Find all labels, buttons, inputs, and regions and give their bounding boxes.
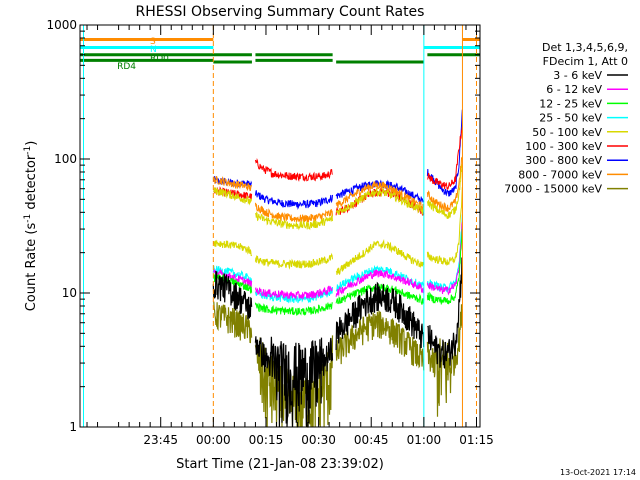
series-7000-15000-kev-segment-1 — [213, 301, 253, 344]
legend-label: 6 - 12 keV — [546, 83, 602, 96]
series-800-7000-kev-segment-3 — [335, 181, 425, 212]
series-7000-15000-kev-segment-3 — [335, 310, 425, 371]
legend-label: 3 - 6 keV — [553, 69, 602, 82]
series-50-100-kev-segment-1 — [213, 187, 253, 206]
legend: Det 1,3,4,5,6,9, FDecim 1, Att 0 3 - 6 k… — [504, 41, 628, 196]
axis-ticks — [80, 24, 480, 428]
timestamp-footer: 13-Oct-2021 17:14 — [560, 468, 636, 477]
flag-label-s: S — [150, 37, 156, 47]
series-25-50-kev-segment-1 — [212, 265, 253, 284]
legend-label: 100 - 300 keV — [525, 140, 602, 153]
y-label-mid: detector — [24, 154, 39, 214]
y-tick-label: 100 — [54, 152, 77, 166]
legend-label: 800 - 7000 keV — [518, 168, 602, 181]
flag-bars — [80, 37, 480, 64]
x-tick-label: 00:00 — [196, 433, 231, 447]
x-tick-label: 00:15 — [249, 433, 284, 447]
legend-label: 7000 - 15000 keV — [504, 183, 602, 196]
series-3-6-kev-segment-2 — [254, 336, 334, 428]
flag-label-rd0: RD0 — [150, 54, 169, 64]
flag-label-n: N — [150, 45, 157, 55]
plot-area — [79, 24, 481, 428]
legend-label: 12 - 25 keV — [539, 97, 602, 110]
series-100-300-kev-segment-4 — [427, 127, 463, 190]
series-800-7000-kev-segment-2 — [254, 202, 333, 224]
y-label-end: ) — [24, 141, 39, 146]
x-tick-label: 23:45 — [143, 433, 178, 447]
y-label-sup2: -1 — [23, 146, 33, 155]
chart-title: RHESSI Observing Summary Count Rates — [136, 4, 425, 20]
y-label-main: Count Rate (s — [24, 223, 39, 312]
y-tick-label: 1000 — [46, 18, 77, 32]
series-800-7000-kev-segment-4 — [426, 156, 463, 212]
y-label-sup1: -1 — [23, 214, 33, 223]
x-axis-label: Start Time (21-Jan-08 23:39:02) — [176, 457, 384, 472]
series-50-100-kev-segment-4 — [426, 164, 463, 219]
series-50-100-kev-segment-2 — [254, 211, 333, 231]
x-tick-label: 00:30 — [301, 433, 336, 447]
flag-label-rd4: RD4 — [117, 62, 136, 72]
x-tick-label: 01:00 — [407, 433, 442, 447]
legend-label: 300 - 800 keV — [525, 154, 602, 167]
series-12-25-kev-segment-3 — [335, 283, 425, 305]
series-50-100-kev-upper-band-segment-1 — [212, 239, 253, 257]
series-12-25-kev-segment-4 — [426, 228, 463, 305]
series-6-12-kev-segment-4 — [426, 222, 463, 296]
series-50-100-kev-upper-band-segment-2 — [254, 252, 333, 270]
series-6-12-kev-segment-3 — [335, 269, 425, 297]
series-3-6-kev-segment-1 — [212, 270, 253, 320]
series-50-100-kev-upper-band-segment-4 — [426, 187, 463, 267]
series-6-12-kev-segment-2 — [254, 285, 333, 301]
series-100-300-kev-segment-2 — [254, 157, 333, 182]
series-800-7000-kev-segment-1 — [212, 175, 253, 191]
series-12-25-kev-segment-2 — [254, 302, 333, 316]
series-50-100-kev-upper-band-segment-3 — [335, 239, 425, 276]
series-50-100-kev-segment-3 — [335, 187, 425, 216]
x-tick-label: 01:15 — [459, 433, 494, 447]
series-3-6-kev-segment-3 — [335, 281, 425, 351]
legend-label: 25 - 50 keV — [539, 112, 602, 125]
series-3-6-kev-segment-4 — [427, 257, 463, 369]
vertical-markers — [83, 25, 477, 427]
legend-header-2: FDecim 1, Att 0 — [543, 55, 628, 68]
y-axis-label: Count Rate (s-1 detector-1) — [23, 141, 39, 312]
data-lines — [212, 109, 463, 428]
legend-header-1: Det 1,3,4,5,6,9, — [542, 41, 628, 54]
legend-label: 50 - 100 keV — [532, 126, 602, 139]
y-tick-label: 1 — [69, 420, 77, 434]
plot-frame — [79, 24, 481, 428]
x-tick-label: 00:45 — [354, 433, 389, 447]
series-300-800-kev-segment-2 — [254, 190, 333, 210]
y-tick-label: 10 — [62, 286, 77, 300]
